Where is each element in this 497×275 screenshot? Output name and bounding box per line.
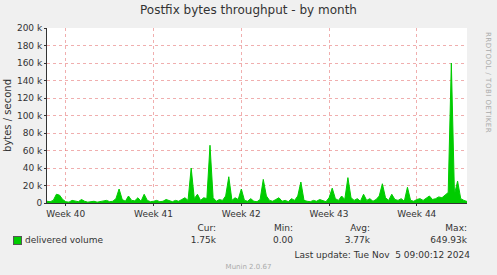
svg-text:Week 44: Week 44 bbox=[397, 209, 436, 219]
svg-text:80 k: 80 k bbox=[23, 128, 43, 138]
svg-text:0: 0 bbox=[36, 198, 42, 208]
svg-text:bytes / second: bytes / second bbox=[2, 79, 13, 152]
svg-text:Postfix bytes throughput - by: Postfix bytes throughput - by month bbox=[140, 3, 357, 17]
svg-text:40 k: 40 k bbox=[23, 163, 43, 173]
html-text:Avg:: Avg: bbox=[350, 223, 370, 233]
svg-text:20 k: 20 k bbox=[23, 181, 43, 191]
html-text:1.75k: 1.75k bbox=[190, 235, 216, 245]
html-text:Cur:: Cur: bbox=[197, 223, 216, 233]
svg-text:Week 41: Week 41 bbox=[134, 209, 173, 219]
svg-text:Week 42: Week 42 bbox=[222, 209, 261, 219]
html-text:Min:: Min: bbox=[274, 223, 293, 233]
html-text:Last update: Tue Nov 5 09:00:1: Last update: Tue Nov 5 09:00:12 2024 bbox=[294, 250, 470, 260]
svg-text:140 k: 140 k bbox=[17, 76, 43, 86]
html-text:RRDTOOL / TOBI OETIKER: RRDTOOL / TOBI OETIKER bbox=[484, 32, 492, 134]
svg-text:120 k: 120 k bbox=[17, 93, 43, 103]
html-text:0.00: 0.00 bbox=[273, 235, 293, 245]
svg-text:Week 43: Week 43 bbox=[310, 209, 349, 219]
html-text:3.77k: 3.77k bbox=[344, 235, 370, 245]
html-text:649.93k: 649.93k bbox=[430, 235, 467, 245]
svg-text:Week 40: Week 40 bbox=[46, 209, 85, 219]
html-text:Munin 2.0.67: Munin 2.0.67 bbox=[225, 263, 272, 271]
svg-text:100 k: 100 k bbox=[17, 111, 43, 121]
svg-text:160 k: 160 k bbox=[17, 58, 43, 68]
html-text:Max:: Max: bbox=[445, 223, 467, 233]
html-text:delivered volume: delivered volume bbox=[25, 235, 104, 245]
svg-text:200 k: 200 k bbox=[17, 23, 43, 33]
svg-text:60 k: 60 k bbox=[23, 146, 43, 156]
svg-text:180 k: 180 k bbox=[17, 41, 43, 51]
